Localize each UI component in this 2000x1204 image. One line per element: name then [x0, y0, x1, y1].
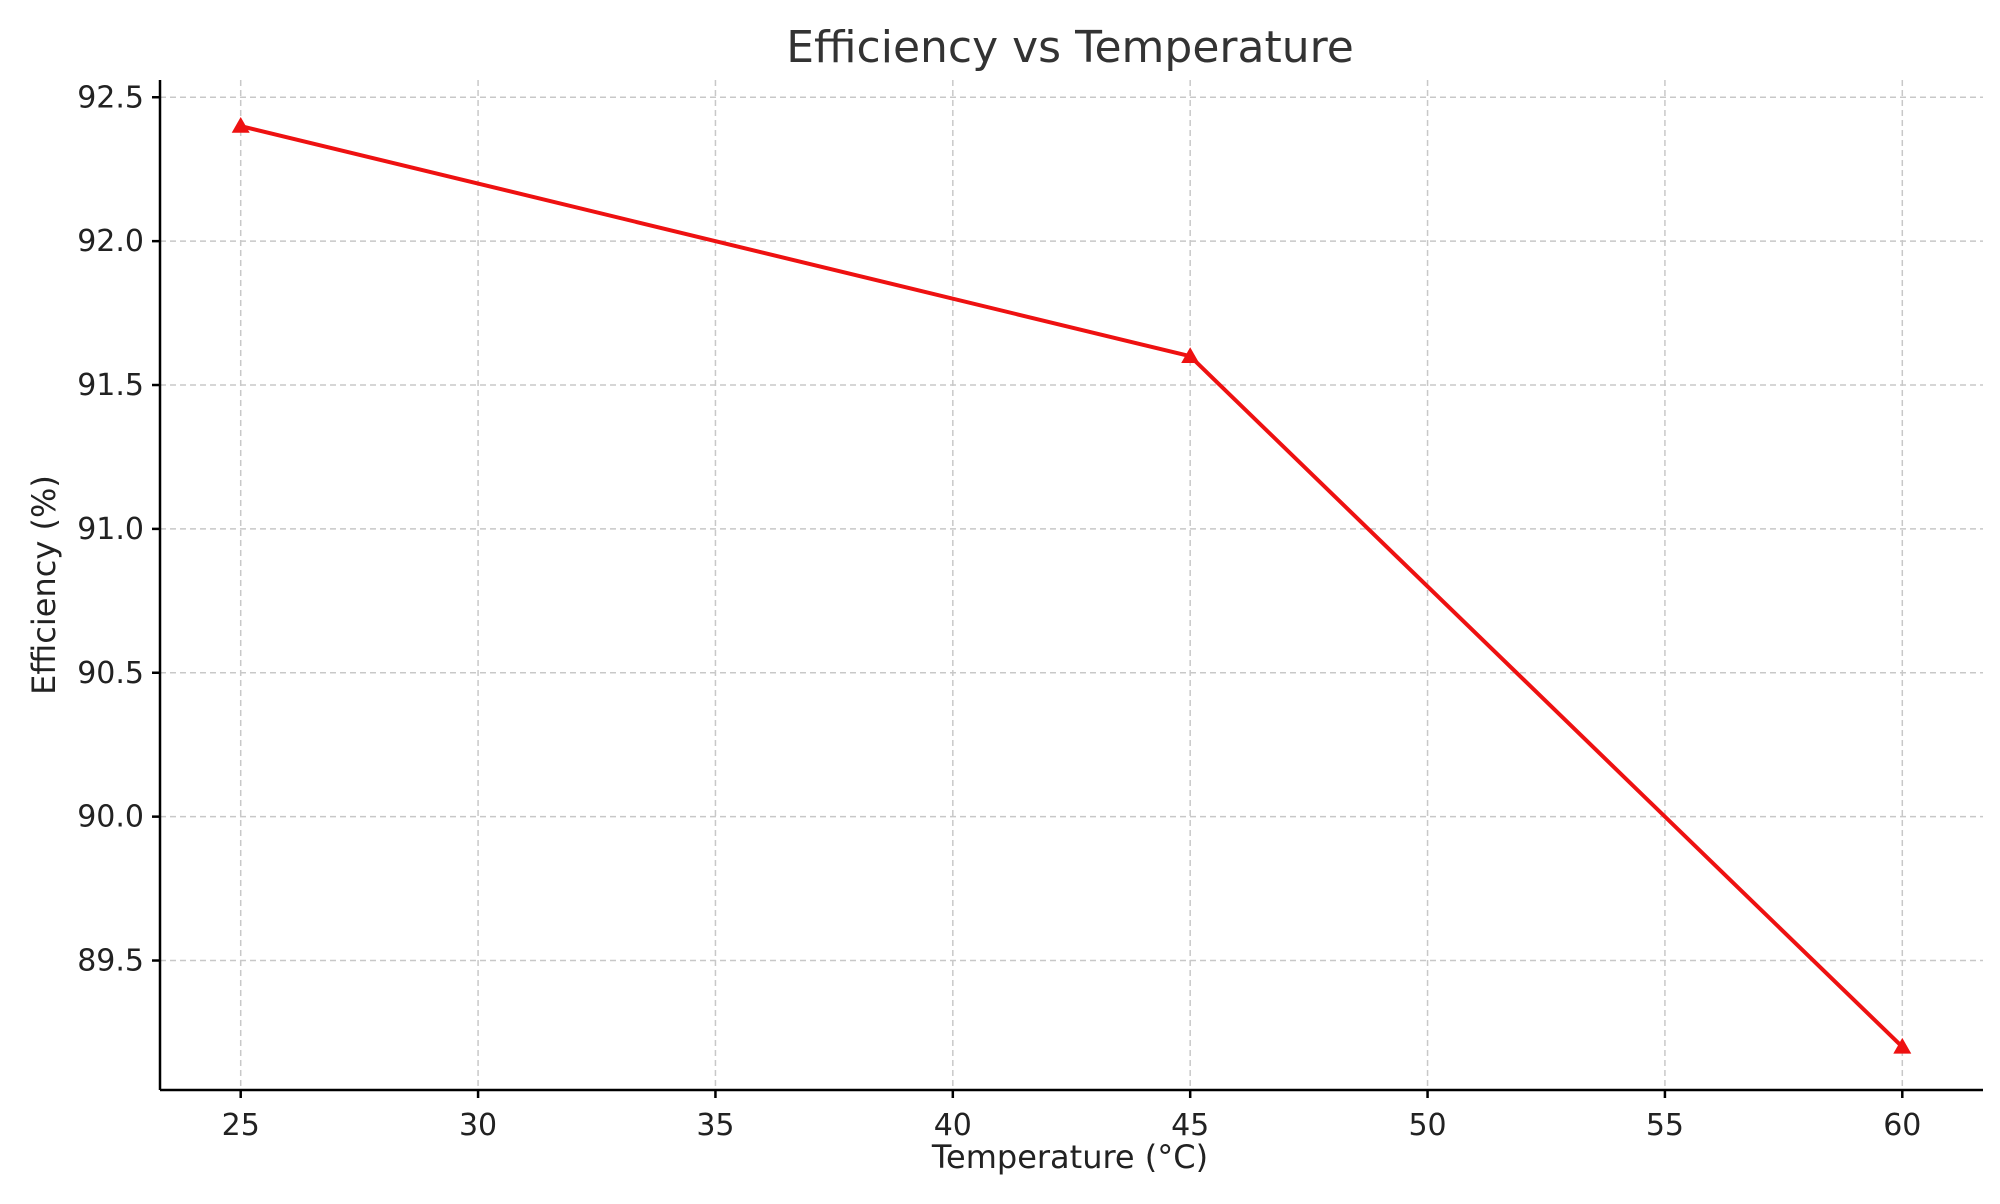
axes: 25 30 35 40 45 50 55 60 89.5 90.0 90.5 91.0 91.5 92.0…: [77, 80, 1983, 1143]
y-tick-label: 91.5: [77, 368, 144, 403]
y-tick-label: 90.0: [77, 800, 144, 835]
y-tick-label: 89.5: [77, 944, 144, 979]
x-tick-label: 35: [696, 1108, 734, 1143]
x-axis-label: Temperature (°C): [931, 1138, 1208, 1176]
grid: [160, 80, 1983, 1090]
y-tick-label: 92.5: [77, 80, 144, 115]
x-tick-label: 30: [459, 1108, 497, 1143]
data-point-marker: [1181, 347, 1200, 363]
y-tick-label: 91.0: [77, 512, 144, 547]
chart-title: Efficiency vs Temperature: [786, 22, 1354, 73]
x-tick-label: 50: [1408, 1108, 1446, 1143]
x-tick-label: 55: [1646, 1108, 1684, 1143]
y-tick-label: 90.5: [77, 656, 144, 691]
series-line: [240, 124, 1904, 1049]
y-axis-label: Efficiency (%): [25, 475, 63, 695]
x-tick-label: 60: [1883, 1108, 1921, 1143]
x-tick-label: 25: [222, 1108, 260, 1143]
data-point-marker: [1893, 1037, 1912, 1054]
x-tick-label: 40: [934, 1108, 972, 1143]
data-point-marker: [231, 117, 250, 133]
series: [231, 117, 1912, 1054]
x-tick-label: 45: [1171, 1108, 1209, 1143]
y-tick-label: 92.0: [77, 224, 144, 259]
